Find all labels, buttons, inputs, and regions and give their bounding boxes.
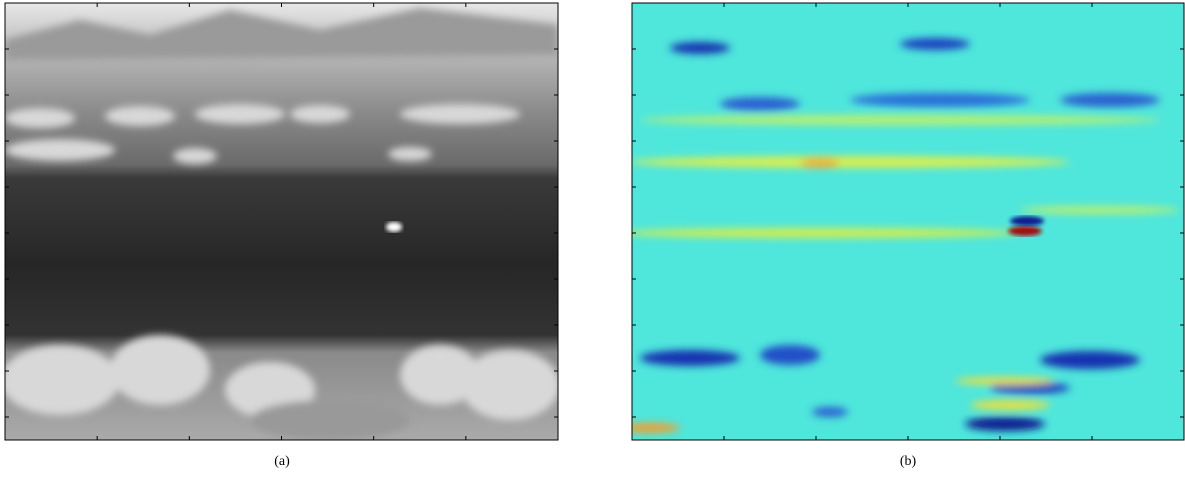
panel-b-image	[620, 3, 1184, 440]
figure: (a) (b)	[0, 0, 1185, 480]
panel-a-image	[0, 3, 560, 440]
panel-label: (b)	[900, 454, 917, 469]
panel-label: (a)	[274, 454, 290, 469]
